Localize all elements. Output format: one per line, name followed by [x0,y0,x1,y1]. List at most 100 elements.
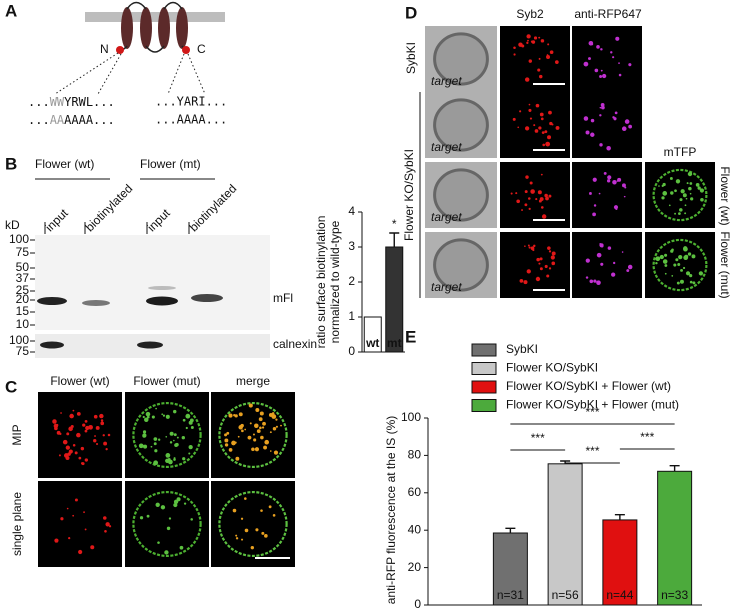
y-tick-label: 60 [408,485,422,499]
speckle [516,199,520,204]
speckle [551,123,554,126]
c-label: C [197,42,206,56]
speckle [687,252,692,256]
speckle [692,281,696,285]
speckle [179,545,184,550]
legend-swatch [471,399,497,412]
speckle [173,503,178,508]
speckle [671,248,674,252]
y-tick-label: 100 [401,410,421,424]
speckle [596,252,602,258]
marker-label: 100 [9,232,29,246]
speckle [591,43,594,46]
speckle [95,426,100,430]
speckle [173,439,175,442]
speckle [83,511,85,514]
speckle [662,191,668,196]
membrane [85,12,225,22]
speckle [596,45,600,49]
speckle [544,130,548,134]
band [191,294,223,302]
speckle [658,185,660,187]
speckle [600,262,604,266]
speckle [169,441,173,444]
speckle [622,183,626,188]
speckle [521,209,523,211]
protein [121,7,188,49]
speckle [268,505,272,509]
bar [547,463,583,606]
speckle [168,517,172,520]
loop [126,1,147,10]
speckle [513,46,516,50]
sequence-part: AA [50,113,65,127]
micrograph [211,392,295,478]
annotation: * [392,217,397,231]
panel-label: D [405,3,417,22]
speckle [55,423,59,427]
speckle [185,426,188,430]
speckle [72,409,75,412]
speckle [528,108,532,112]
speckle [547,135,552,140]
marker-label: 25 [16,283,30,297]
image-label: target [431,74,462,88]
speckle [589,192,592,195]
speckle [269,450,272,452]
speckle [661,196,665,200]
speckle [188,444,193,450]
legend-label: Flower KO/SybKI + Flower (wt) [506,379,671,393]
band-label: calnexin [273,337,317,351]
speckle [254,423,259,429]
speckle [683,246,688,251]
speckle [76,411,81,416]
speckle [144,417,149,422]
speckle [260,509,263,512]
speckle [531,40,536,44]
speckle [527,244,530,247]
speckle [621,251,624,253]
speckle [540,39,545,43]
bar [657,470,693,606]
speckle [679,208,683,212]
speckle [182,457,186,461]
y-axis-label: anti-RFP fluorescence at the IS (%) [384,416,398,605]
speckle [548,110,552,115]
speckle [72,514,75,517]
speckle [154,449,158,453]
micrograph [500,162,570,228]
marker-label: 75 [16,344,30,358]
column-label: anti-RFP647 [574,7,642,21]
legend-label: Flower KO/SybKI [506,361,598,375]
speckle [521,44,525,48]
row-label: SybKI [404,42,418,74]
speckle [686,182,689,185]
column-label: Flower (wt) [50,374,109,388]
speckle [233,414,236,417]
speckle [593,204,597,207]
speckle [606,145,611,151]
speckle [526,41,529,44]
speckle [240,517,244,520]
speckle [254,447,260,452]
speckle [599,75,603,78]
speckle [691,254,696,259]
speckle [530,189,535,194]
speckle [99,413,104,419]
helix [158,7,170,49]
speckle [162,414,166,417]
speckle [551,251,556,256]
speckle [185,413,191,419]
y-tick-label: 20 [408,560,422,574]
speckle [533,36,538,40]
speckle [105,522,110,527]
band-label: mFl [273,291,293,305]
speckle [685,197,688,200]
speckle [539,267,543,271]
speckle [598,192,601,195]
speckle [659,254,664,260]
legend-swatch [471,362,497,375]
bar [602,519,638,606]
group-label: Flower (wt) [35,157,94,171]
speckle [664,264,668,267]
